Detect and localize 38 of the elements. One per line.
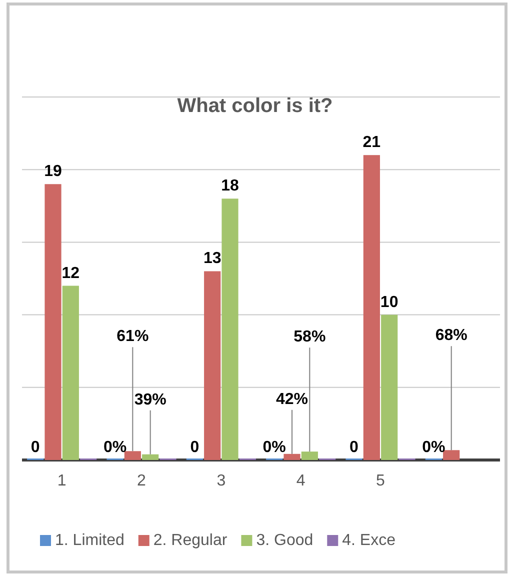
- legend-label: 2. Regular: [153, 532, 228, 549]
- chart-title: What color is it?: [177, 95, 333, 117]
- data-label: 13: [203, 250, 222, 268]
- data-label: 0%: [103, 439, 127, 456]
- x-tick-label: 1: [57, 472, 66, 490]
- data-label: 0: [30, 439, 40, 456]
- x-tick-label: 5: [376, 472, 386, 490]
- bar: [363, 155, 380, 460]
- bar: [301, 452, 318, 460]
- data-label: 61%: [116, 328, 149, 346]
- legend-label: 3. Good: [256, 532, 314, 549]
- legend-label: 1. Limited: [55, 532, 124, 549]
- bar: [44, 184, 62, 460]
- bar: [443, 450, 460, 460]
- data-label: 39%: [134, 391, 166, 408]
- bar: [124, 451, 141, 460]
- legend-label: 4. Exce: [342, 532, 396, 549]
- data-label: 10: [380, 294, 398, 311]
- data-label: 12: [62, 264, 80, 282]
- bar: [142, 454, 159, 460]
- bar: [222, 198, 238, 460]
- data-label: 0: [190, 439, 200, 456]
- x-tick-label: 3: [216, 472, 226, 490]
- data-label: 0%: [262, 439, 286, 456]
- x-tick-label: 4: [296, 472, 306, 490]
- bar: [381, 314, 398, 460]
- data-label: 68%: [435, 327, 468, 344]
- bar: [204, 271, 221, 460]
- data-label: 0%: [422, 439, 446, 456]
- data-label: 21: [362, 134, 381, 152]
- bar: [62, 286, 79, 460]
- data-label: 58%: [294, 328, 326, 346]
- data-label: 42%: [276, 390, 308, 408]
- data-label: 18: [221, 178, 239, 195]
- data-label: 0: [350, 439, 359, 456]
- data-label: 19: [44, 163, 62, 180]
- bar: [284, 454, 300, 460]
- x-tick-label: 2: [137, 472, 146, 490]
